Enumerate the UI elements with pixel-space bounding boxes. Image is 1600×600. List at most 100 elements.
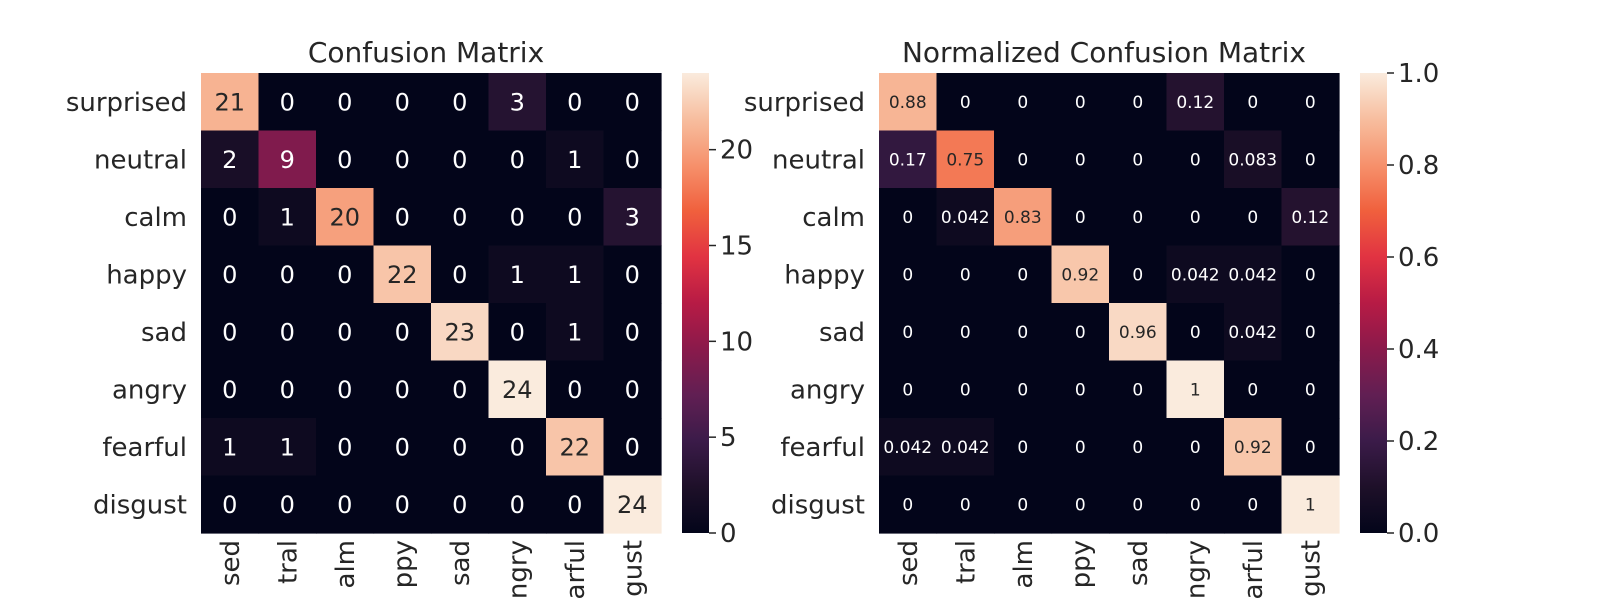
cell-value-label: 9 [280, 146, 295, 174]
heatmap-cell [994, 303, 1053, 362]
heatmap-cell [373, 418, 432, 477]
cell-value-label: 0 [1132, 438, 1143, 458]
confusion-matrix-panel: Confusion Matrix 21 0 0 0 0 3 0 02 9 0 0 0 0 1 00 1 20 0 0… [66, 36, 753, 599]
colorbar-tick-label: 15 [720, 232, 753, 262]
cell-value-label: 0.92 [1234, 438, 1272, 458]
cell-value-label: 3 [625, 203, 640, 231]
normalized-confusion-matrix-panel: Normalized Confusion Matrix 0.88 0 0 0 0 0.12… [744, 36, 1440, 599]
heatmap-cell [201, 475, 260, 534]
cell-value-label: 0 [902, 380, 913, 400]
heatmap-cell [546, 130, 605, 189]
cell-value-label: 0 [1305, 323, 1316, 343]
heatmap-cell [879, 475, 938, 534]
heatmap-cell [1281, 360, 1340, 419]
cell-value-label: 0.92 [1061, 265, 1099, 285]
heatmap-cell [1166, 303, 1225, 362]
cell-value-label: 0 [337, 88, 352, 116]
heatmap-cell [201, 188, 260, 247]
heatmap-cell [936, 475, 995, 534]
x-tick-label: arful [561, 540, 591, 599]
cell-value-label: 0 [1017, 93, 1028, 113]
cell-value-label: 21 [214, 88, 245, 116]
heatmap-cell [1166, 360, 1225, 419]
cell-value-label: 0 [452, 376, 467, 404]
heatmap-cell [1051, 360, 1110, 419]
heatmap-cell [1109, 245, 1168, 304]
heatmap-cell [879, 130, 938, 189]
cell-value-label: 0 [395, 88, 410, 116]
cell-value-label: 0 [902, 495, 913, 515]
x-tick-label: tral [273, 540, 303, 584]
cell-value-label: 0 [625, 433, 640, 461]
heatmap-cell [1281, 303, 1340, 362]
heatmap-cell [316, 188, 375, 247]
heatmap-cell [201, 303, 260, 362]
heatmap-cell [994, 360, 1053, 419]
cell-value-label: 0 [567, 88, 582, 116]
heatmap-cell [201, 360, 260, 419]
cell-value-label: 20 [329, 203, 360, 231]
cell-value-label: 1 [1305, 495, 1316, 515]
heatmap-cell [1051, 73, 1110, 132]
heatmap-cell [603, 475, 662, 534]
cell-value-label: 0.83 [1004, 208, 1042, 228]
cell-value-label: 0 [1132, 93, 1143, 113]
heatmap-cell [936, 130, 995, 189]
x-tick-label: sed [894, 540, 924, 586]
colorbar-tick-label: 0.2 [1398, 427, 1439, 457]
heatmap-cell [546, 418, 605, 477]
cell-value-label: 0 [1247, 93, 1258, 113]
heatmap-cell [1166, 475, 1225, 534]
colorbar-tick-label: 0.4 [1398, 335, 1439, 365]
cell-value-label: 0.042 [941, 438, 990, 458]
cell-value-label: 0 [1305, 380, 1316, 400]
cell-value-label: 22 [387, 261, 418, 289]
heatmap-cell [1281, 188, 1340, 247]
heatmap-cell [1224, 73, 1283, 132]
y-tick-label: surprised [66, 88, 187, 118]
cell-value-label: 2 [222, 146, 237, 174]
cell-value-label: 0 [510, 491, 525, 519]
cell-value-label: 0 [395, 376, 410, 404]
heatmap-cell [431, 418, 490, 477]
x-tick-label: alm [1009, 540, 1039, 588]
colorbar [682, 73, 709, 533]
cell-value-label: 0.042 [883, 438, 932, 458]
heatmap-cell [373, 360, 432, 419]
x-tick-label: sad [446, 540, 476, 586]
x-tick-label: sed [216, 540, 246, 586]
heatmap-cell [488, 130, 547, 189]
colorbar-tick-label: 1.0 [1398, 59, 1439, 89]
cell-value-label: 0 [395, 203, 410, 231]
heatmap-cell [936, 188, 995, 247]
heatmap-cell [373, 475, 432, 534]
cell-value-label: 0 [1075, 150, 1086, 170]
x-tick-label: alm [331, 540, 361, 588]
cell-value-label: 0.17 [889, 150, 927, 170]
heatmap-cell [201, 245, 260, 304]
colorbar-tick-label: 20 [720, 136, 753, 166]
heatmap-cell [936, 360, 995, 419]
cell-value-label: 0.042 [941, 208, 990, 228]
cell-value-label: 0 [1017, 438, 1028, 458]
heatmap-cell [201, 73, 260, 132]
cell-value-label: 1 [510, 261, 525, 289]
heatmap-cell [1166, 130, 1225, 189]
heatmap-cell [488, 360, 547, 419]
x-tick-label: sad [1124, 540, 1154, 586]
cell-value-label: 0 [1305, 265, 1316, 285]
cell-value-label: 0 [280, 491, 295, 519]
heatmap-cell [258, 303, 317, 362]
chart-title: Confusion Matrix [308, 36, 544, 69]
cell-value-label: 0 [222, 261, 237, 289]
heatmap-cell [603, 188, 662, 247]
heatmap-cell [879, 360, 938, 419]
cell-value-label: 0 [567, 203, 582, 231]
x-tick-label: gust [1296, 540, 1326, 597]
heatmap-cell [994, 245, 1053, 304]
heatmap-cell [316, 130, 375, 189]
colorbar-tick-label: 10 [720, 327, 753, 357]
heatmap-cell [603, 418, 662, 477]
heatmap-cell [603, 245, 662, 304]
y-tick-label: happy [106, 260, 187, 290]
